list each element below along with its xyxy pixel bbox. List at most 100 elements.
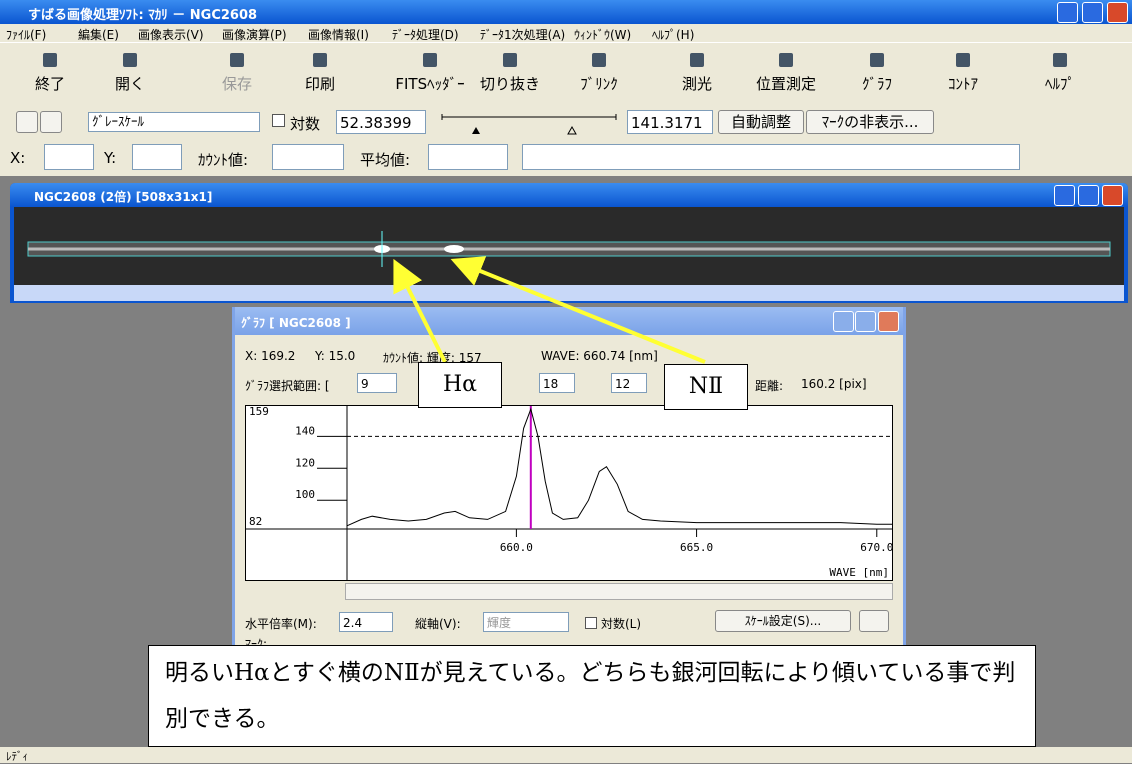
toolbar-label: 印刷 xyxy=(275,73,365,94)
toolbar-button[interactable]: 終了 xyxy=(5,47,95,103)
log-checkbox[interactable] xyxy=(272,114,285,127)
hide-marks-button[interactable]: ﾏｰｸの非表示... xyxy=(806,110,934,134)
log-label: 対数 xyxy=(290,113,320,134)
up-button[interactable] xyxy=(859,610,889,632)
y-field xyxy=(132,144,182,170)
plot-frame xyxy=(246,406,893,581)
page: {"window_title": "すばる画像処理ｿﾌﾄ: ﾏｶﾘ － NGC2… xyxy=(0,0,1132,763)
toolbar-button[interactable]: 測光 xyxy=(652,47,742,103)
y-tick-label: 100 xyxy=(295,488,315,501)
toolbar-icon xyxy=(779,53,793,67)
zoom-field[interactable]: 2.4 xyxy=(339,612,393,632)
toolbar-button[interactable]: 開く xyxy=(85,47,175,103)
image-window: NGC2608 (2倍) [508x31x1] xyxy=(10,183,1128,303)
count-label: ｶｳﾝﾄ値: xyxy=(198,149,248,170)
toolbar-icon xyxy=(870,53,884,67)
toolbar-button[interactable]: FITSﾍｯﾀﾞｰ xyxy=(385,47,475,103)
x-axis-label: WAVE [nm] xyxy=(829,566,889,579)
menu-item[interactable]: ﾃﾞｰﾀ処理(D) xyxy=(392,26,459,43)
max-field[interactable]: 141.3171 xyxy=(627,110,713,134)
toolbar-label: 終了 xyxy=(5,73,95,94)
ha-callout: Hα xyxy=(418,362,502,408)
zoom-out[interactable] xyxy=(40,111,62,133)
graph-scrollbar[interactable] xyxy=(345,583,893,600)
slider[interactable] xyxy=(440,114,620,136)
max: 141.3171 xyxy=(631,114,703,132)
toolbar-icon xyxy=(503,53,517,67)
y-label: Y: xyxy=(104,149,116,167)
h-scrollbar[interactable] xyxy=(14,285,1124,301)
range-label: ｸﾞﾗﾌ選択範囲: [ xyxy=(245,377,330,394)
toolbar-button[interactable]: 印刷 xyxy=(275,47,365,103)
menu-bar: ﾌｧｲﾙ(F) 編集(E) 画像表示(V) 画像演算(P) 画像情報(I) ﾃﾞｰﾀ処理(… xyxy=(0,24,1132,42)
toolbar-button[interactable]: ｺﾝﾄｱ xyxy=(918,47,1008,103)
graph-minimize[interactable] xyxy=(833,311,854,332)
nii-callout: NⅡ xyxy=(664,364,748,410)
scale-button[interactable]: ｽｹｰﾙ設定(S)... xyxy=(715,610,851,632)
graph-maximize[interactable] xyxy=(855,311,876,332)
vaxis: 輝度 xyxy=(487,616,511,630)
menu-item[interactable]: 画像表示(V) xyxy=(138,26,204,43)
image-maximize[interactable] xyxy=(1078,185,1099,206)
range-b[interactable]: 18 xyxy=(539,373,575,393)
toolbar-label: 切り抜き xyxy=(465,73,555,94)
screen: すばる画像処理ｿﾌﾄ: ﾏｶﾘ － NGC2608 ﾌｧｲﾙ(F) 編集(E) 画像… xyxy=(0,0,1132,763)
toolbar-button[interactable]: ｸﾞﾗﾌ xyxy=(832,47,922,103)
zoom-in[interactable] xyxy=(16,111,38,133)
toolbar-button[interactable]: 切り抜き xyxy=(465,47,555,103)
image-close[interactable] xyxy=(1102,185,1123,206)
menu-item[interactable]: ﾌｧｲﾙ(F) xyxy=(6,26,46,43)
toolbar-button[interactable]: 位置測定 xyxy=(741,47,831,103)
note: 明るいHαとすぐ横のNⅡが見えている。どちらも銀河回転により傾いている事で判別で… xyxy=(148,645,1036,747)
y-tick-label: 140 xyxy=(295,424,315,437)
graph-y: Y: 15.0 xyxy=(315,349,355,363)
toolbar-button[interactable]: ﾍﾙﾌﾟ xyxy=(1015,47,1105,103)
spectrum-image xyxy=(14,207,1124,285)
toolbar-icon xyxy=(1053,53,1067,67)
maximize[interactable] xyxy=(1082,2,1103,23)
x-tick-label: 670.0 xyxy=(860,541,893,554)
toolbar-icon xyxy=(123,53,137,67)
toolbar-button[interactable]: ﾌﾞﾘﾝｸ xyxy=(554,47,644,103)
image-title: NGC2608 (2倍) [508x31x1] xyxy=(34,188,212,205)
display-toolbar: ｸﾞﾚｰｽｹｰﾙ 対数 52.38399 141.3171 自動調整 ﾏｰｸの非… xyxy=(0,106,1132,138)
x-tick-label: 660.0 xyxy=(500,541,533,554)
min-field[interactable]: 52.38399 xyxy=(336,110,426,134)
toolbar-icon xyxy=(690,53,704,67)
x-label: X: xyxy=(10,149,25,167)
graph-wave: WAVE: 660.74 [nm] xyxy=(541,349,658,363)
range-c[interactable]: 12 xyxy=(611,373,647,393)
range-a[interactable]: 9 xyxy=(357,373,397,393)
toolbar-label: ﾍﾙﾌﾟ xyxy=(1015,73,1105,94)
range-b-value: 18 xyxy=(543,377,558,391)
toolbar-icon xyxy=(592,53,606,67)
menu-item[interactable]: ﾃﾞｰﾀ1次処理(A) xyxy=(480,26,565,43)
info-field xyxy=(522,144,1020,170)
distance: 160.2 [pix] xyxy=(801,377,867,391)
graph-close[interactable] xyxy=(878,311,899,332)
graph-log: 対数(L) xyxy=(601,615,641,632)
graph-x: X: 169.2 xyxy=(245,349,295,363)
auto-button[interactable]: 自動調整 xyxy=(718,110,804,134)
image-title-bar: NGC2608 (2倍) [508x31x1] xyxy=(10,183,1128,207)
toolbar-label: FITSﾍｯﾀﾞｰ xyxy=(385,73,475,94)
menu-item[interactable]: ﾍﾙﾌﾟ(H) xyxy=(652,26,694,43)
menu-item[interactable]: ｳｨﾝﾄﾞｳ(W) xyxy=(574,26,631,43)
toolbar-label: ｸﾞﾗﾌ xyxy=(832,73,922,94)
range-c-value: 12 xyxy=(615,377,630,391)
window-title: すばる画像処理ｿﾌﾄ: ﾏｶﾘ － NGC2608 xyxy=(28,4,257,23)
mode-select[interactable]: ｸﾞﾚｰｽｹｰﾙ xyxy=(88,112,260,132)
graph-log-checkbox[interactable] xyxy=(585,617,597,629)
toolbar: 終了開く保存印刷 FITSﾍｯﾀﾞｰ切り抜きﾌﾞﾘﾝｸ測光位置測定ｸﾞﾗﾌｺﾝﾄｱ… xyxy=(0,42,1132,107)
menu-item[interactable]: 画像情報(I) xyxy=(308,26,369,43)
zoom-label: 水平倍率(M): xyxy=(245,615,317,632)
minimize[interactable] xyxy=(1057,2,1078,23)
toolbar-button[interactable]: 保存 xyxy=(192,47,282,103)
menu-item[interactable]: 画像演算(P) xyxy=(222,26,287,43)
menu-item[interactable]: 編集(E) xyxy=(78,26,119,43)
vaxis-select[interactable]: 輝度 xyxy=(483,612,569,632)
image-minimize[interactable] xyxy=(1054,185,1075,206)
y-limit-label: 159 xyxy=(249,405,269,418)
close[interactable] xyxy=(1107,2,1128,23)
